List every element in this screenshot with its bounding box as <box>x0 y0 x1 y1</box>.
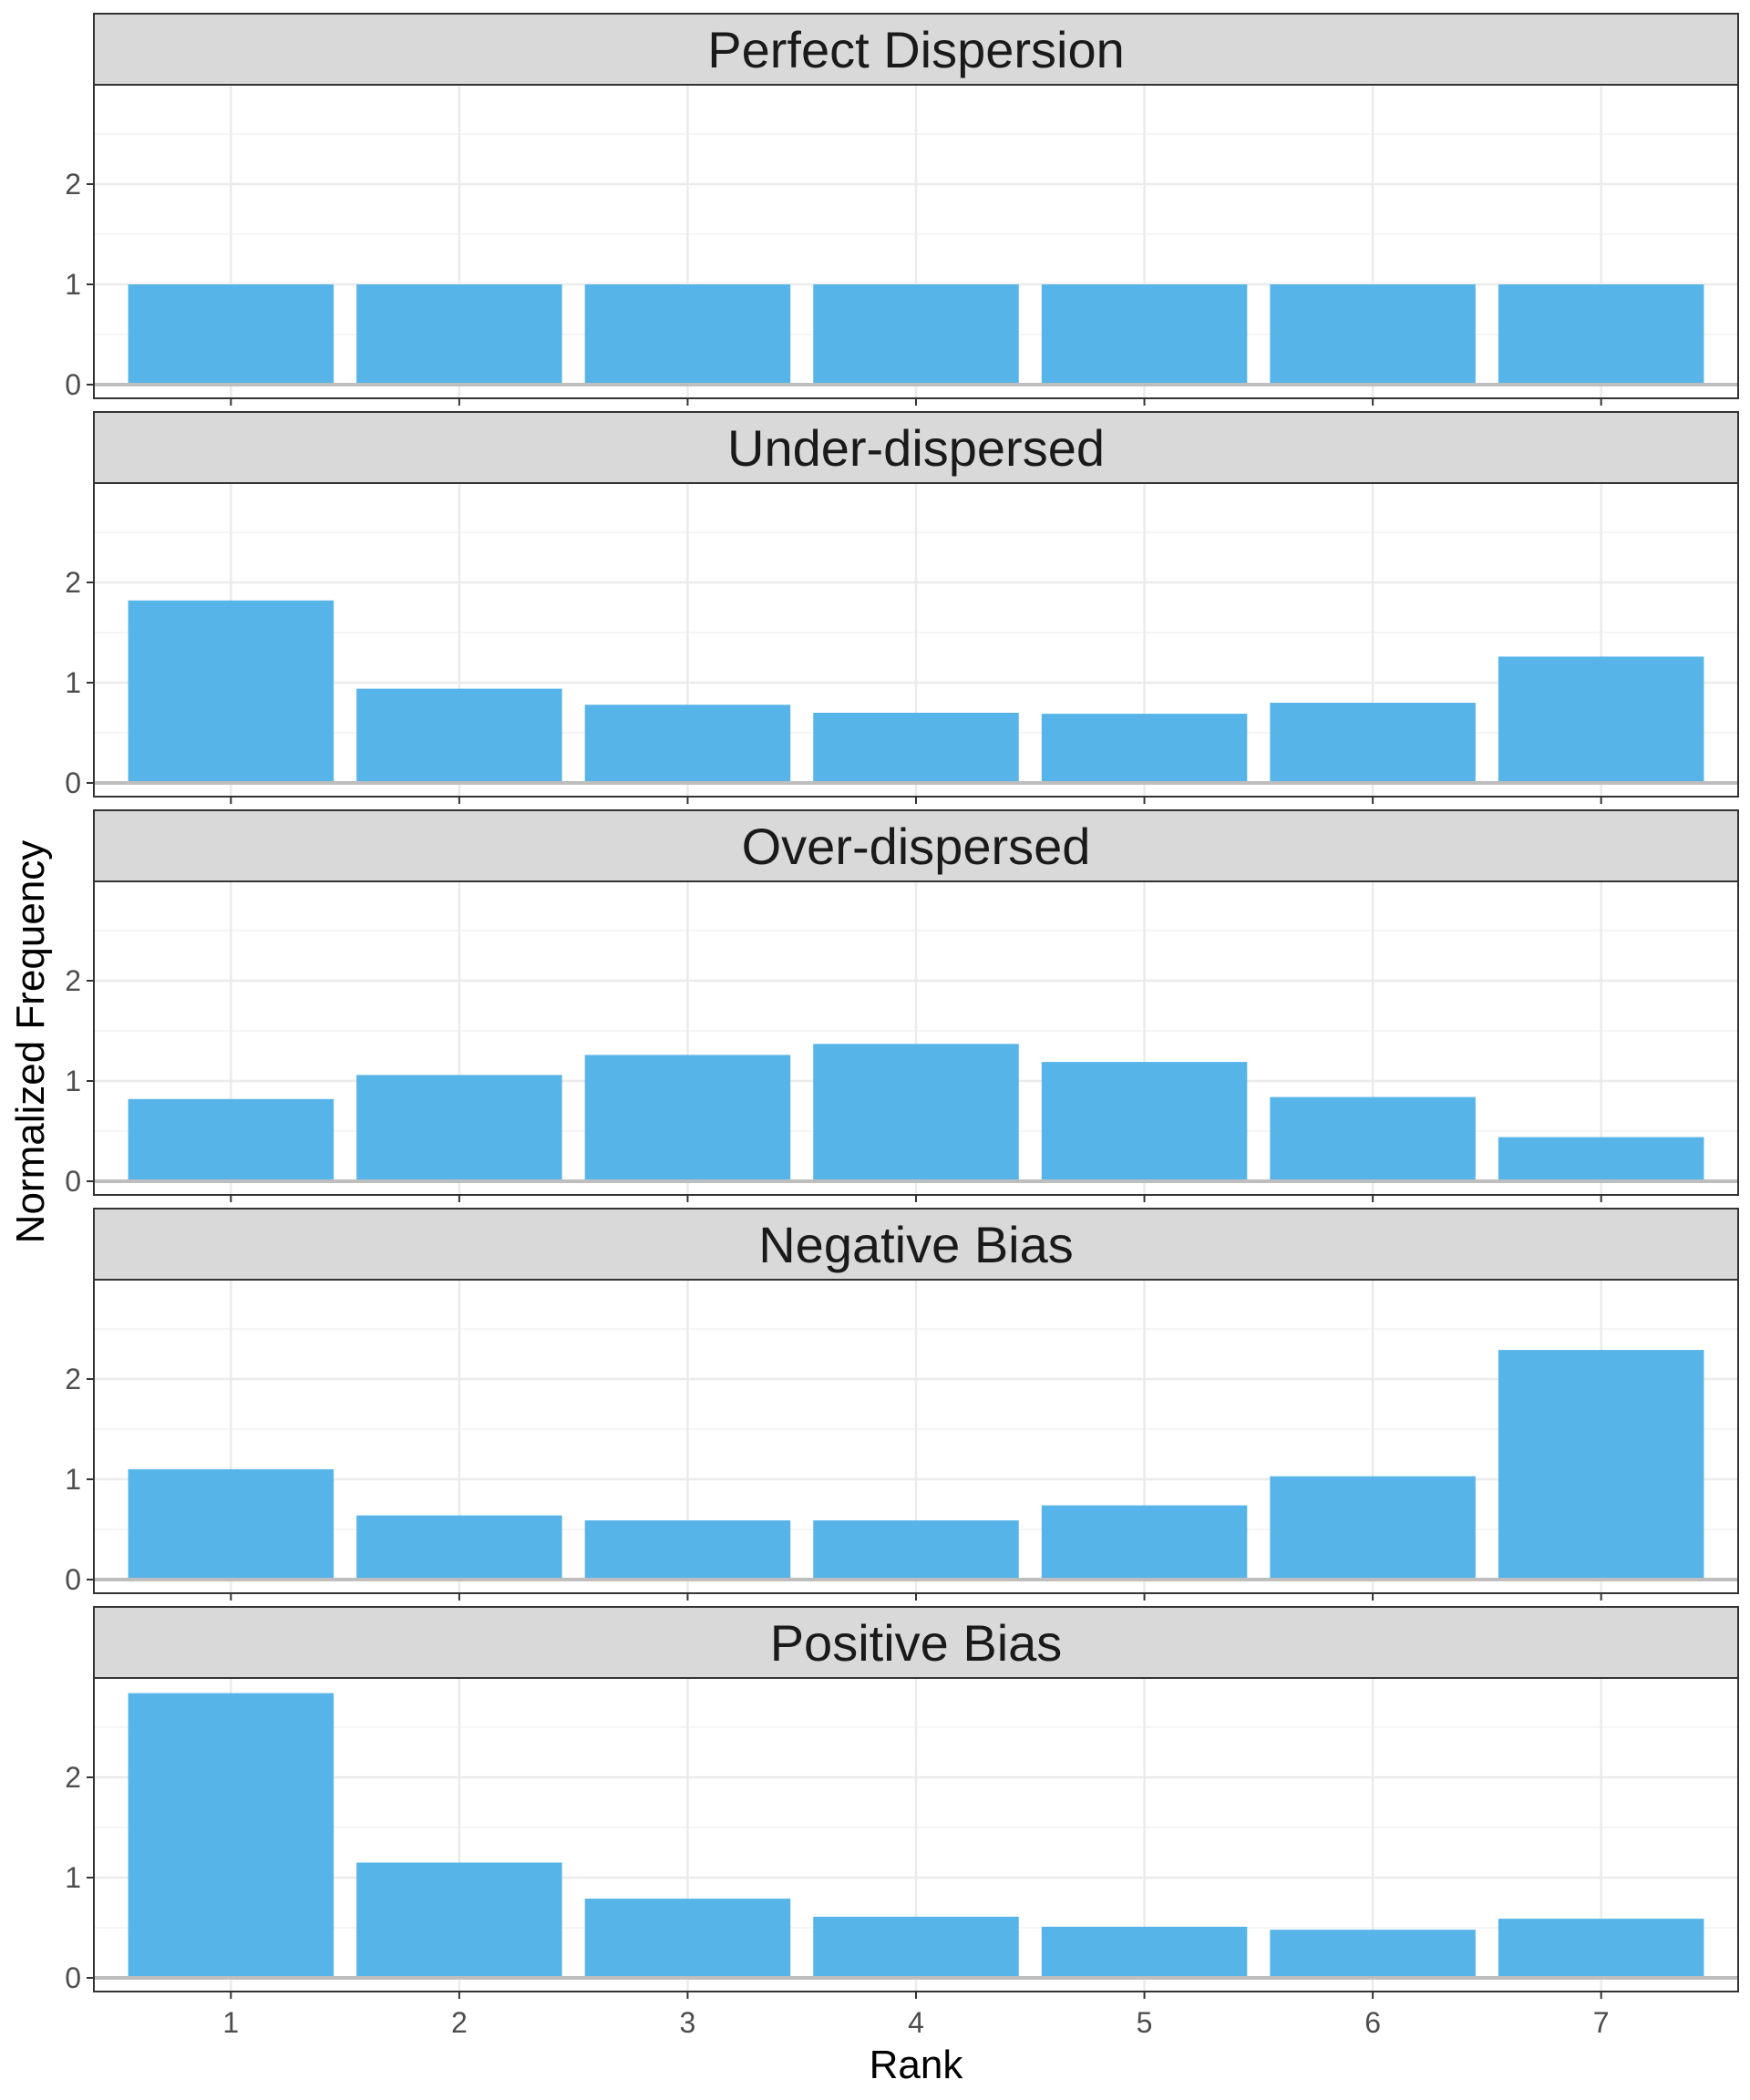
bar <box>356 1075 562 1181</box>
y-tick-label: 2 <box>65 566 81 599</box>
x-tick-label: 2 <box>451 2006 468 2039</box>
x-tick-label: 5 <box>1137 2006 1153 2039</box>
facet-panel: Positive Bias 0 1 2 <box>65 1606 1739 1999</box>
x-axis: 1 2 3 4 5 6 7 <box>222 2006 1609 2039</box>
facet-panel: Negative Bias 0 1 2 <box>65 1208 1739 1601</box>
bar <box>1270 703 1476 783</box>
bar <box>1041 714 1248 783</box>
bar <box>584 1899 791 1978</box>
bar <box>128 600 335 783</box>
y-tick-label: 1 <box>65 268 81 301</box>
bar <box>584 705 791 783</box>
y-tick-label: 2 <box>65 1761 81 1794</box>
bar <box>813 1916 1019 1978</box>
facet-panel: Under-dispersed 0 1 2 <box>65 411 1739 804</box>
bar <box>128 1098 335 1181</box>
bar <box>1498 284 1704 385</box>
facet-title: Positive Bias <box>770 1614 1063 1672</box>
bar <box>813 713 1019 783</box>
bar <box>128 1693 335 1978</box>
y-tick-label: 2 <box>65 1363 81 1395</box>
facet-title: Under-dispersed <box>727 419 1105 477</box>
bar <box>1270 1930 1476 1978</box>
facet-strip <box>93 411 1739 484</box>
bar <box>356 1515 562 1580</box>
x-tick-label: 1 <box>222 2006 239 2039</box>
bar <box>813 1044 1019 1181</box>
bar <box>128 284 335 385</box>
facet-title: Perfect Dispersion <box>707 21 1125 78</box>
bar <box>1270 284 1476 385</box>
bar <box>128 1469 335 1580</box>
x-tick-label: 7 <box>1593 2006 1610 2039</box>
bar <box>1498 656 1704 783</box>
facet-strip <box>93 13 1739 86</box>
facet-panel: Perfect Dispersion 0 1 2 <box>65 13 1739 406</box>
y-tick-label: 0 <box>65 1563 81 1596</box>
bar <box>356 284 562 385</box>
y-tick-label: 1 <box>65 666 81 699</box>
facet-title: Over-dispersed <box>742 818 1091 875</box>
bar <box>356 688 562 783</box>
bar <box>584 284 791 385</box>
y-axis-title: Normalized Frequency <box>8 840 53 1244</box>
bar <box>813 1520 1019 1580</box>
facet-title: Negative Bias <box>758 1216 1074 1273</box>
y-tick-label: 1 <box>65 1861 81 1894</box>
x-tick-label: 3 <box>680 2006 696 2039</box>
bar <box>1041 1926 1248 1978</box>
bar <box>1270 1096 1476 1181</box>
y-tick-label: 0 <box>65 1961 81 1994</box>
bar <box>1498 1350 1704 1580</box>
bar <box>813 284 1019 385</box>
facet-panel: Over-dispersed 0 1 2 <box>65 809 1739 1202</box>
y-tick-label: 0 <box>65 368 81 401</box>
y-tick-label: 2 <box>65 964 81 997</box>
bar <box>584 1055 791 1181</box>
bar <box>1498 1137 1704 1181</box>
bar <box>1041 284 1248 385</box>
bar <box>584 1520 791 1580</box>
x-tick-label: 4 <box>908 2006 924 2039</box>
y-tick-label: 1 <box>65 1463 81 1496</box>
bar <box>356 1862 562 1978</box>
facet-strip <box>93 809 1739 882</box>
facet-panels: Perfect Dispersion012Under-dispersed012O… <box>65 13 1739 1999</box>
y-tick-label: 0 <box>65 1165 81 1198</box>
x-axis-title: Rank <box>870 2043 964 2087</box>
x-tick-label: 6 <box>1364 2006 1381 2039</box>
facet-strip <box>93 1606 1739 1679</box>
facet-strip <box>93 1208 1739 1281</box>
y-tick-label: 2 <box>65 168 81 201</box>
bar <box>1270 1476 1476 1580</box>
bar <box>1041 1062 1248 1181</box>
y-tick-label: 1 <box>65 1065 81 1097</box>
bar <box>1498 1919 1704 1978</box>
bar <box>1041 1505 1248 1580</box>
y-tick-label: 0 <box>65 767 81 799</box>
